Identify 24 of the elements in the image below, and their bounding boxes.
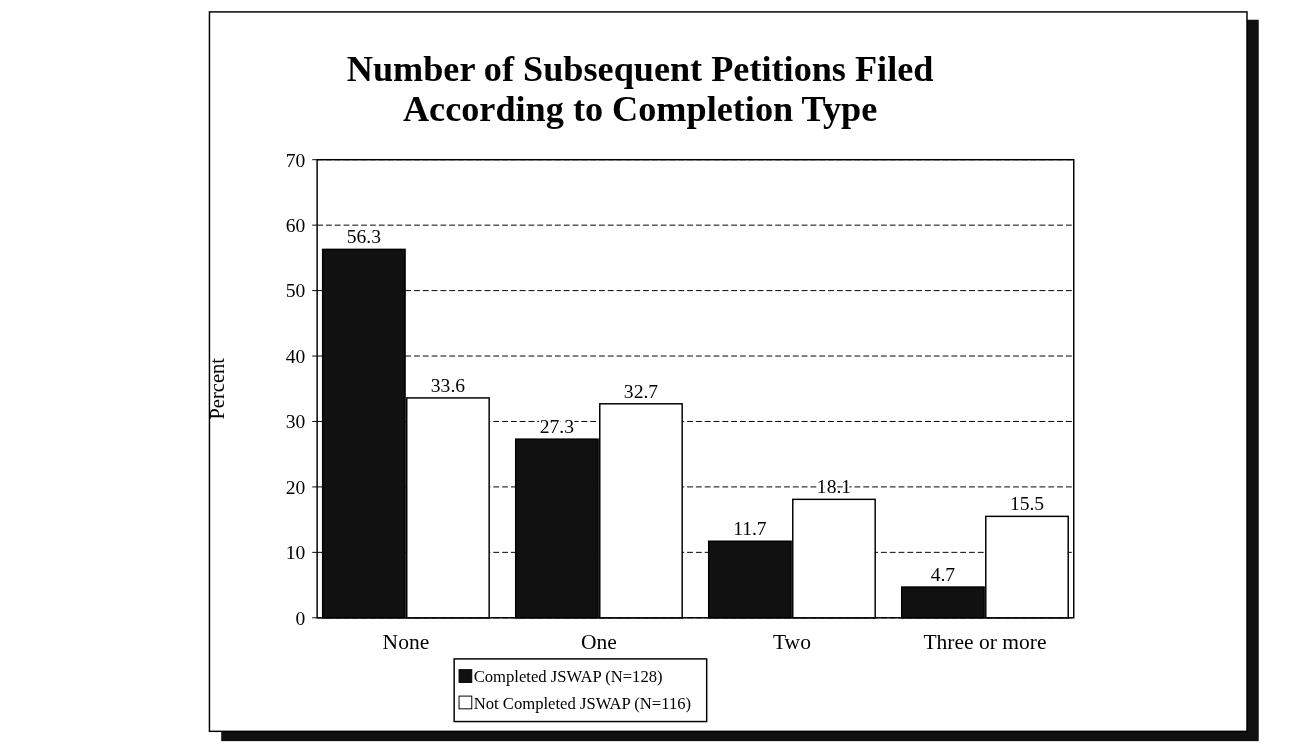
data-label: 11.7 bbox=[733, 518, 767, 540]
data-label: 18.1 bbox=[816, 476, 852, 498]
legend-label: Completed JSWAP (N=128) bbox=[473, 667, 663, 687]
y-tick-label: 40 bbox=[285, 345, 306, 367]
data-label: 33.6 bbox=[430, 375, 466, 397]
y-tick-label: 10 bbox=[285, 542, 306, 564]
y-tick-label: 20 bbox=[285, 476, 306, 498]
y-axis-title: Percent bbox=[206, 357, 229, 420]
x-tick-label: None bbox=[382, 630, 430, 655]
x-tick-label: Three or more bbox=[923, 630, 1047, 655]
x-tick-label: Two bbox=[772, 630, 811, 655]
chart-title: Number of Subsequent Petitions Filed According to Completion Type bbox=[346, 49, 934, 129]
data-label: 32.7 bbox=[623, 380, 659, 402]
y-tick-label: 0 bbox=[295, 607, 306, 629]
data-label: 56.3 bbox=[346, 226, 382, 248]
data-label: 4.7 bbox=[930, 564, 956, 586]
x-tick-label: One bbox=[580, 630, 617, 655]
y-tick-label: 70 bbox=[285, 149, 306, 171]
y-tick-label: 30 bbox=[285, 411, 306, 433]
y-tick-label: 60 bbox=[285, 215, 306, 237]
legend-label: Not Completed JSWAP (N=116) bbox=[473, 693, 692, 713]
data-label: 27.3 bbox=[539, 416, 575, 438]
data-label: 15.5 bbox=[1009, 493, 1045, 515]
y-tick-label: 50 bbox=[285, 280, 306, 302]
